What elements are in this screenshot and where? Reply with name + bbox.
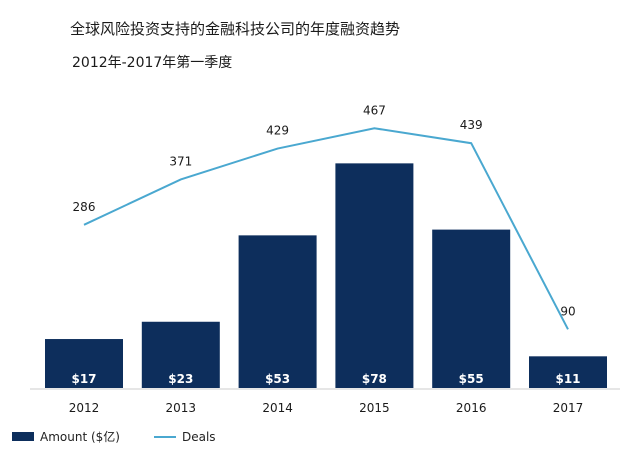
deals-label-2016: 439 (460, 118, 483, 132)
bar-label-2012: $17 (71, 372, 96, 386)
deals-label-2012: 286 (73, 200, 96, 214)
legend-label-amount: Amount ($亿) (40, 430, 120, 444)
legend-label-deals: Deals (181, 429, 216, 444)
deals-label-2014: 429 (266, 124, 289, 138)
deals-label-2015: 467 (363, 103, 386, 117)
x-tick-label-2016: 2016 (456, 401, 487, 415)
bar-label-2013: $23 (168, 372, 193, 386)
bar-label-2015: $78 (362, 372, 387, 386)
bar-2013 (141, 321, 220, 388)
bar-2012 (45, 339, 123, 388)
chart-title: 全球风险投资支持的金融科技公司的年度融资趋势 (70, 20, 401, 38)
x-tick-label-2017: 2017 (553, 401, 584, 415)
chart-legend: Amount ($亿) Deals (12, 428, 216, 445)
deals-label-2017: 90 (560, 304, 575, 318)
deals-line (83, 127, 569, 330)
bar-2015 (335, 163, 414, 388)
x-tick-label-2012: 2012 (69, 401, 100, 415)
x-tick-label-2015: 2015 (359, 401, 390, 415)
bar-2014 (238, 235, 317, 388)
bar-2016 (432, 229, 511, 388)
bar-label-2014: $53 (265, 372, 290, 386)
legend-swatch-amount (12, 432, 34, 441)
bar-label-2016: $55 (459, 372, 484, 386)
x-tick-label-2014: 2014 (262, 401, 293, 415)
bar-label-2017: $11 (555, 372, 580, 386)
x-tick-label-2013: 2013 (166, 401, 197, 415)
chart-subtitle: 2012年-2017年第一季度 (72, 55, 233, 71)
legend-swatch-deals (153, 435, 176, 438)
bar-2017 (529, 356, 607, 388)
deals-label-2013: 371 (169, 154, 192, 168)
